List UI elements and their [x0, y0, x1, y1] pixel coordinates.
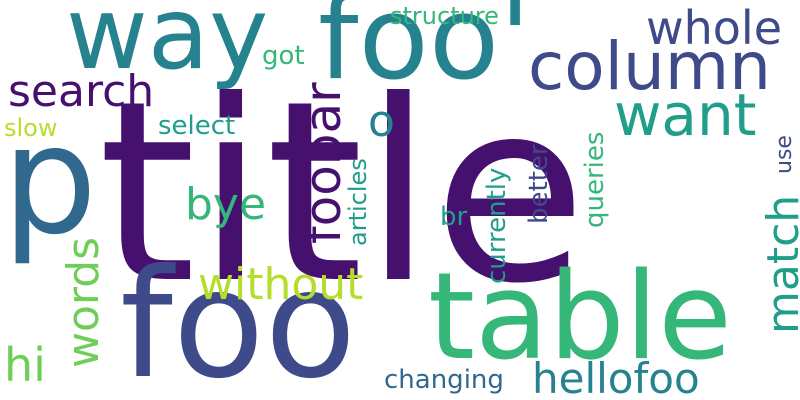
word-without: without	[198, 259, 364, 310]
word-hi: hi	[4, 338, 46, 392]
word-o: o	[368, 96, 395, 147]
word-structure: structure	[390, 2, 499, 30]
word-whole: whole	[646, 1, 783, 55]
word-way: way	[66, 0, 269, 92]
word-search: search	[8, 66, 155, 117]
word-hellofoo: hellofoo	[532, 354, 700, 400]
word-match: match	[758, 194, 800, 334]
word-column: column	[528, 28, 771, 105]
word-better: better	[524, 144, 554, 224]
word-foobar: foobar	[294, 82, 352, 244]
word-want: want	[614, 81, 757, 149]
word-br: br	[440, 202, 468, 232]
word-table: table	[428, 248, 732, 387]
word-articles: articles	[344, 158, 372, 246]
word-currently: currently	[482, 167, 512, 284]
word-p: p	[2, 94, 98, 268]
word-foo-apostrophe: foo'	[318, 0, 531, 106]
word-bye: bye	[185, 179, 267, 230]
word-queries: queries	[580, 131, 610, 228]
word-select: select	[158, 111, 236, 141]
word-got: got	[262, 41, 305, 71]
word-foo: foo	[120, 238, 357, 400]
word-changing: changing	[384, 365, 504, 395]
word-title: title	[98, 47, 587, 338]
word-slow: slow	[4, 114, 58, 142]
word-use: use	[772, 135, 797, 174]
word-words: words	[58, 236, 109, 368]
